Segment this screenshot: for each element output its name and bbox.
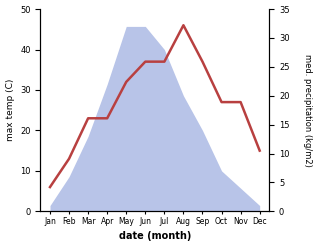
- Y-axis label: max temp (C): max temp (C): [5, 79, 15, 141]
- X-axis label: date (month): date (month): [119, 231, 191, 242]
- Y-axis label: med. precipitation (kg/m2): med. precipitation (kg/m2): [303, 54, 313, 167]
